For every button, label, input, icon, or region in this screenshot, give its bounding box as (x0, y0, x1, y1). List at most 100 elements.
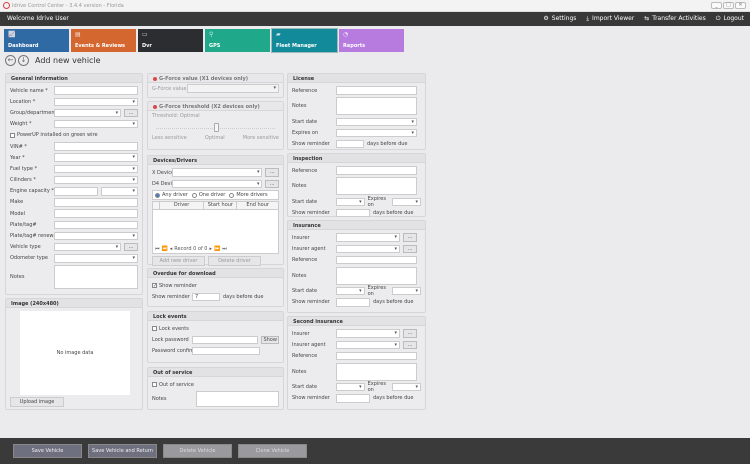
threshold-slider[interactable] (156, 121, 275, 135)
fuel-type-select[interactable] (54, 164, 138, 174)
notes-textarea[interactable] (196, 391, 279, 408)
d4-device-select[interactable] (172, 179, 263, 189)
column-header-driver[interactable]: Driver (160, 202, 205, 210)
plate-tag-renewal-select[interactable] (54, 231, 138, 241)
add-new-driver-button[interactable]: Add new driver (152, 256, 205, 267)
weight-select[interactable] (54, 119, 138, 129)
out-of-service-checkbox[interactable] (152, 382, 157, 388)
save-vehicle-button[interactable]: Save Vehicle (13, 444, 82, 458)
minimize-button[interactable]: _ (711, 2, 722, 9)
radio-button-icon[interactable] (229, 192, 235, 198)
show-reminder-days-input[interactable]: 7 (192, 292, 220, 302)
insurer-select[interactable] (336, 233, 400, 242)
settings-menu-item[interactable]: ⚙ Settings (543, 15, 576, 23)
expires-on-select[interactable] (336, 128, 417, 138)
radio-any-driver[interactable]: Any driver (155, 192, 188, 198)
show-reminder-days-input[interactable] (336, 208, 370, 218)
vehicle-type-select[interactable] (54, 242, 122, 252)
prev-page-icon[interactable]: ⏪ (161, 246, 168, 253)
notes-textarea[interactable] (336, 177, 417, 196)
year-select[interactable] (54, 153, 138, 162)
tile-dvr[interactable]: ▭ Dvr (138, 29, 203, 52)
maximize-button[interactable]: □ (723, 2, 734, 9)
expires-on-select[interactable] (392, 382, 421, 392)
logout-menu-item[interactable]: ⏻ Logout (716, 15, 744, 23)
reference-input[interactable] (336, 166, 417, 175)
prev-icon[interactable]: ◂ (169, 246, 173, 253)
tile-events-reviews[interactable]: ▤ Events & Reviews (71, 29, 136, 52)
down-arrow-icon[interactable]: ↓ (18, 55, 29, 66)
show-reminder-days-input[interactable] (336, 298, 370, 307)
group-department-select[interactable] (54, 108, 122, 118)
lock-password-input[interactable] (192, 335, 259, 345)
notes-textarea[interactable] (54, 265, 138, 289)
radio-one-driver[interactable]: One driver (191, 192, 225, 198)
show-reminder-days-input[interactable] (336, 394, 370, 403)
reference-input[interactable] (336, 351, 417, 361)
expires-on-select[interactable] (392, 286, 421, 296)
delete-vehicle-button[interactable]: Delete Vehicle (163, 444, 232, 458)
location-select[interactable] (54, 97, 138, 107)
insurer-browse-button[interactable]: ... (403, 329, 417, 338)
clone-vehicle-button[interactable]: Clone Vehicle (238, 444, 307, 458)
lock-events-checkbox[interactable] (152, 326, 157, 332)
notes-textarea[interactable] (336, 97, 417, 116)
insurer-browse-button[interactable]: ... (403, 233, 417, 242)
start-date-select[interactable] (336, 382, 365, 392)
tile-fleet-manager[interactable]: ▰ Fleet Manager (271, 28, 338, 53)
transfer-activities-menu-item[interactable]: ⇆ Transfer Activities (644, 15, 705, 23)
notes-textarea[interactable] (336, 362, 417, 381)
show-reminder-checkbox[interactable]: ✓ (152, 283, 158, 290)
start-date-select[interactable] (336, 117, 417, 127)
back-arrow-icon[interactable]: ← (5, 55, 16, 66)
x-device-browse-button[interactable]: ... (265, 168, 279, 177)
radio-button-icon[interactable] (191, 192, 197, 198)
vehicle-type-browse-button[interactable]: ... (124, 242, 138, 252)
first-page-icon[interactable]: ⏮ (155, 246, 160, 253)
cilinders-select[interactable] (54, 175, 138, 185)
lock-password-show-button[interactable]: Show (261, 335, 279, 345)
notes-textarea[interactable] (336, 266, 417, 285)
save-vehicle-and-return-button[interactable]: Save Vehicle and Return (88, 444, 157, 458)
reference-input[interactable] (336, 86, 417, 95)
reference-input[interactable] (336, 255, 417, 265)
password-confirm-input[interactable] (192, 346, 260, 356)
insurer-agent-browse-button[interactable]: ... (403, 244, 417, 254)
next-icon[interactable]: ▸ (209, 246, 213, 253)
tile-reports[interactable]: ◔ Reports (339, 29, 404, 52)
import-viewer-menu-item[interactable]: ⤓ Import Viewer (586, 15, 634, 23)
gforce-value-select[interactable] (187, 84, 279, 93)
vin-input[interactable] (54, 142, 138, 151)
expires-on-select[interactable] (392, 197, 421, 207)
radio-more-drivers[interactable]: More drivers (229, 192, 268, 198)
next-page-icon[interactable]: ⏩ (214, 246, 221, 253)
model-input[interactable] (54, 209, 138, 218)
group-department-browse-button[interactable]: ... (124, 108, 138, 118)
engine-capacity-unit-select[interactable] (101, 187, 138, 196)
start-date-select[interactable] (336, 197, 365, 207)
delete-driver-button[interactable]: Delete driver (208, 256, 261, 267)
odometer-type-select[interactable] (54, 254, 138, 263)
insurer-select[interactable] (336, 329, 400, 338)
x-device-select[interactable] (172, 168, 263, 177)
close-button[interactable]: ✕ (735, 2, 746, 9)
radio-button-icon[interactable] (155, 192, 160, 198)
insurer-agent-browse-button[interactable]: ... (403, 340, 417, 350)
insurer-agent-select[interactable] (336, 244, 400, 254)
powerup-installed-on-green-wire-checkbox[interactable] (10, 132, 15, 138)
show-reminder-days-input[interactable] (336, 139, 364, 149)
engine-capacity-input[interactable] (54, 187, 98, 196)
plate-tag-input[interactable] (54, 220, 138, 230)
make-input[interactable] (54, 198, 138, 207)
slider-thumb[interactable] (213, 123, 219, 132)
d4-device-browse-button[interactable]: ... (265, 179, 279, 189)
column-header-start-hour[interactable]: Start hour (204, 202, 238, 210)
start-date-select[interactable] (336, 286, 365, 296)
tile-dashboard[interactable]: 📈 Dashboard (4, 29, 69, 52)
tile-gps[interactable]: ⚲ GPS (205, 29, 270, 52)
upload-image-button[interactable]: Upload image (10, 397, 64, 407)
last-page-icon[interactable]: ⏭ (222, 246, 227, 253)
insurer-agent-select[interactable] (336, 340, 400, 350)
vehicle-name-input[interactable] (54, 86, 138, 95)
column-header-end-hour[interactable]: End hour (246, 202, 269, 209)
